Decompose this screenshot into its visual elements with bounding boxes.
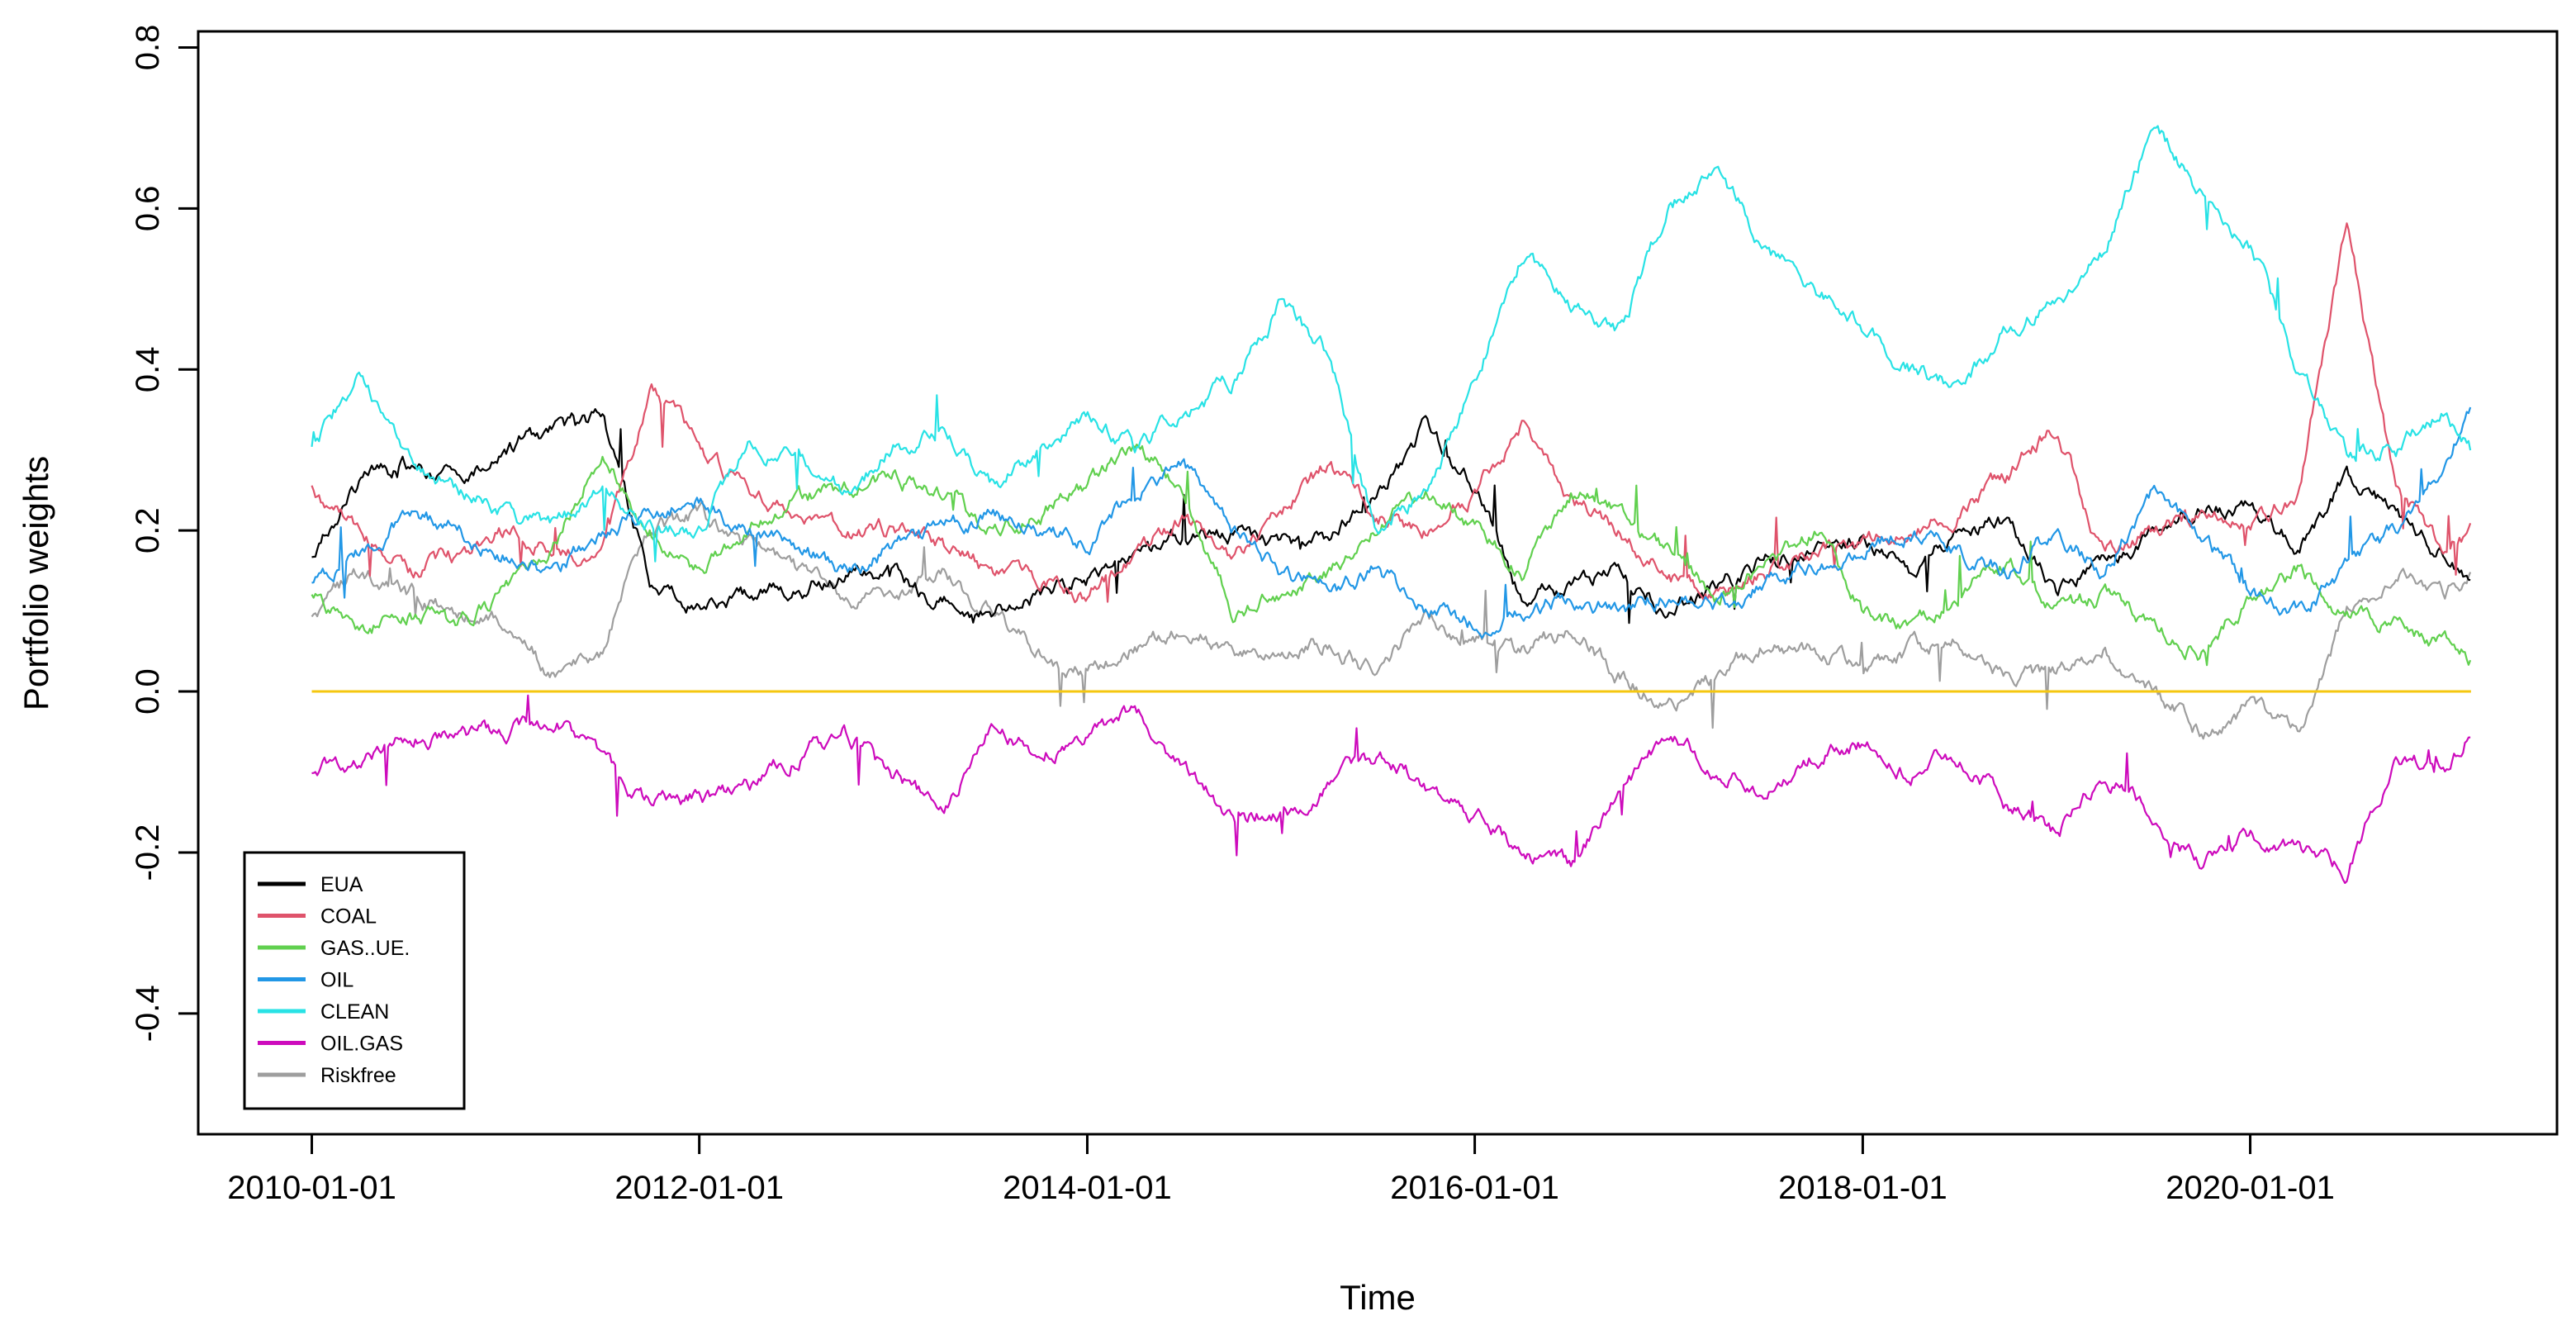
series-layer — [311, 125, 2472, 884]
y-tick-label: 0.8 — [130, 25, 166, 71]
series-line-oil — [311, 406, 2472, 639]
legend-item-clean: CLEAN — [258, 1000, 389, 1024]
y-axis: -0.4 -0.2 0.0 0.2 0.4 0.6 0.8 — [130, 25, 200, 1042]
legend-item-oil: OIL — [258, 969, 353, 992]
series-line-eua — [311, 408, 2471, 625]
series-line-oil-gas — [311, 694, 2471, 884]
legend-item-oil-gas: OIL.GAS — [258, 1033, 403, 1056]
legend-label: GAS..UE. — [320, 937, 410, 960]
y-tick-label: 0.0 — [130, 668, 166, 715]
x-tick-label: 2014-01-01 — [1003, 1170, 1172, 1206]
x-tick-label: 2018-01-01 — [1778, 1170, 1947, 1206]
legend-label: EUA — [320, 873, 363, 896]
series-line-gas-ue — [311, 444, 2472, 667]
legend: EUA COAL GAS..UE. OIL CLEAN OIL.GAS Riskfree — [243, 851, 466, 1110]
x-tick-label: 2010-01-01 — [227, 1170, 396, 1206]
series-line-clean — [311, 125, 2472, 563]
y-tick-label: -0.4 — [130, 985, 166, 1042]
y-axis-title: Portfolio weights — [17, 456, 55, 710]
y-tick-label: 0.2 — [130, 507, 166, 553]
legend-label: Riskfree — [320, 1064, 396, 1087]
legend-item-gas-ue: GAS..UE. — [258, 937, 410, 960]
x-tick-label: 2020-01-01 — [2166, 1170, 2335, 1206]
legend-label: CLEAN — [320, 1000, 389, 1024]
legend-item-eua: EUA — [258, 873, 363, 896]
y-tick-label: 0.6 — [130, 186, 166, 232]
x-tick-label: 2012-01-01 — [614, 1170, 784, 1206]
legend-item-coal: COAL — [258, 905, 377, 929]
x-axis-title: Time — [1340, 1278, 1416, 1317]
legend-item-riskfree: Riskfree — [258, 1064, 396, 1087]
legend-label: COAL — [320, 905, 377, 929]
y-tick-label: -0.2 — [130, 824, 166, 881]
x-axis: 2010-01-01 2012-01-01 2014-01-01 2016-01-01… — [227, 1133, 2335, 1206]
series-line-coal — [311, 222, 2472, 604]
x-tick-label: 2016-01-01 — [1390, 1170, 1559, 1206]
series-line-riskfree — [311, 500, 2472, 740]
y-tick-label: 0.4 — [130, 346, 166, 392]
legend-label: OIL — [320, 969, 353, 992]
legend-label: OIL.GAS — [320, 1033, 403, 1056]
